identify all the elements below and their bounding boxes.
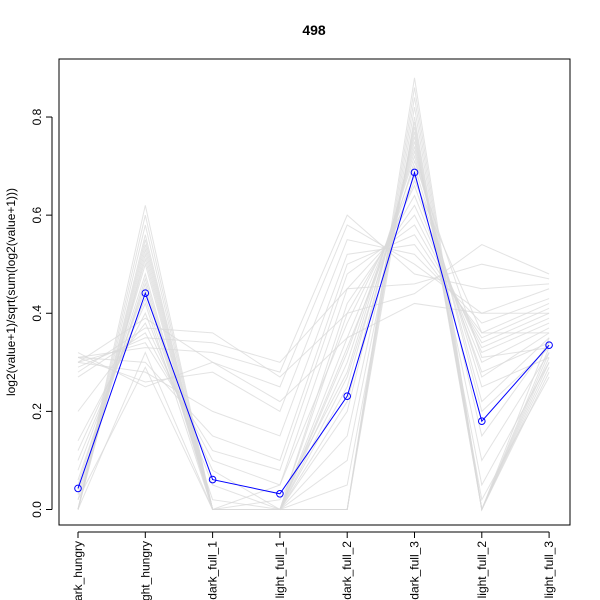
background-series-line (77, 184, 550, 511)
y-tick-label: 0.4 (30, 305, 44, 322)
x-tick-label: light_full_2 (475, 541, 489, 599)
y-tick-label: 0.0 (30, 501, 44, 518)
background-series-line (77, 179, 550, 510)
background-series-line (77, 194, 550, 511)
background-series-line (77, 244, 550, 378)
background-series-line (77, 214, 550, 373)
y-tick-label: 0.8 (30, 108, 44, 125)
background-series-group (77, 77, 550, 512)
highlight-point (343, 392, 352, 400)
plot-frame (58, 58, 571, 526)
background-series-line (77, 141, 550, 510)
background-series-line (77, 204, 550, 511)
background-series-line (77, 154, 550, 510)
background-series-line (77, 263, 550, 368)
x-tick-label: dark_full_1 (206, 541, 220, 600)
y-tick-label: 0.6 (30, 206, 44, 223)
highlight-point (141, 289, 150, 297)
x-tick-label: ght_hungry (138, 541, 152, 600)
y-axis-label: log2(value+1)/sqrt(sum(log2(value+1))) (4, 188, 18, 396)
background-series-line (77, 126, 550, 512)
background-series-line (77, 224, 550, 388)
x-axis: ark_hungry ght_hungry dark_full_1 light_ful… (71, 531, 556, 600)
x-tick-label: dark_full_2 (340, 541, 354, 600)
x-tick-label: ark_hungry (71, 541, 85, 600)
y-axis: 0.0 0.2 0.4 0.6 0.8 (30, 108, 53, 518)
highlight-series-line (77, 170, 550, 495)
background-series-line (77, 121, 550, 512)
highlight-point (478, 417, 486, 425)
y-tick-label: 0.2 (30, 403, 44, 420)
background-series-line (77, 146, 550, 510)
highlight-point (410, 168, 419, 177)
background-series-line (77, 136, 550, 510)
highlight-series-group (74, 168, 553, 498)
background-series-line (77, 159, 550, 510)
background-series-line (77, 131, 550, 510)
x-tick-label: light_full_1 (273, 541, 287, 599)
background-series-line (77, 174, 550, 511)
highlight-point (74, 484, 82, 493)
background-series-line (77, 234, 550, 462)
highlight-point (545, 341, 553, 349)
highlight-point (276, 490, 284, 498)
x-tick-label: light_full_3 (542, 541, 556, 599)
chart-title: 498 (302, 22, 326, 38)
x-tick-label: dark_full_3 (408, 541, 422, 600)
background-series-line (77, 224, 550, 471)
highlight-point (208, 475, 217, 484)
